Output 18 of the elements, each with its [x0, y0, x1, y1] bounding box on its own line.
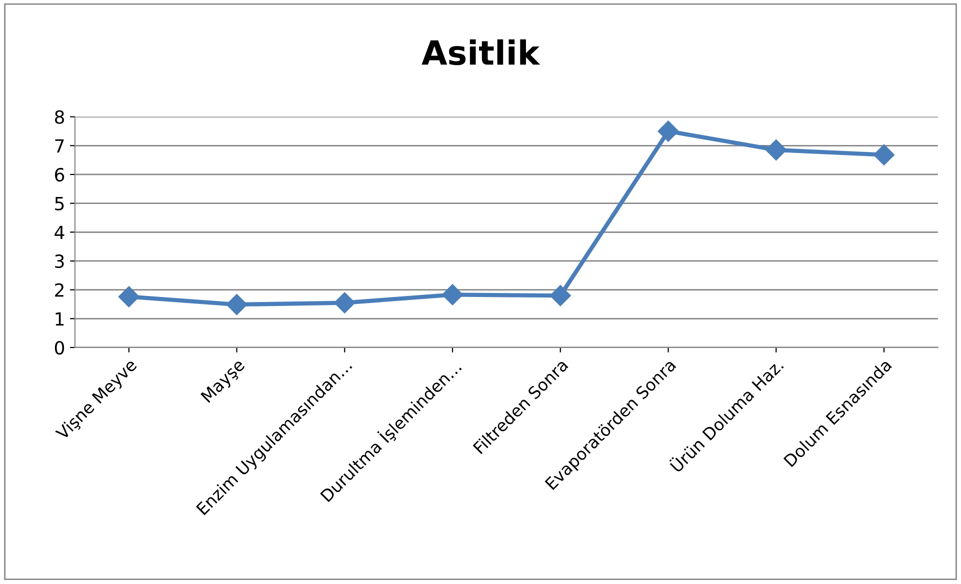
y-tick-label: 3: [55, 254, 64, 268]
point: [766, 139, 787, 160]
point: [873, 144, 895, 166]
y-tick-label: 1: [56, 312, 64, 326]
point: [442, 284, 464, 306]
y-tick-label: 4: [54, 226, 64, 239]
point: [658, 120, 679, 142]
point: [118, 286, 140, 308]
point: [226, 294, 248, 316]
point: [550, 285, 571, 306]
y-tick-label: 2: [55, 283, 64, 297]
point: [334, 292, 356, 314]
y-tick-label: 0: [54, 340, 64, 355]
y-tick-label: 6: [55, 168, 64, 182]
y-tick-label: 7: [55, 139, 64, 152]
y-tick-label: 5: [55, 197, 64, 210]
chart-title: Asitlik: [422, 39, 540, 66]
y-tick-label: 8: [54, 110, 64, 124]
